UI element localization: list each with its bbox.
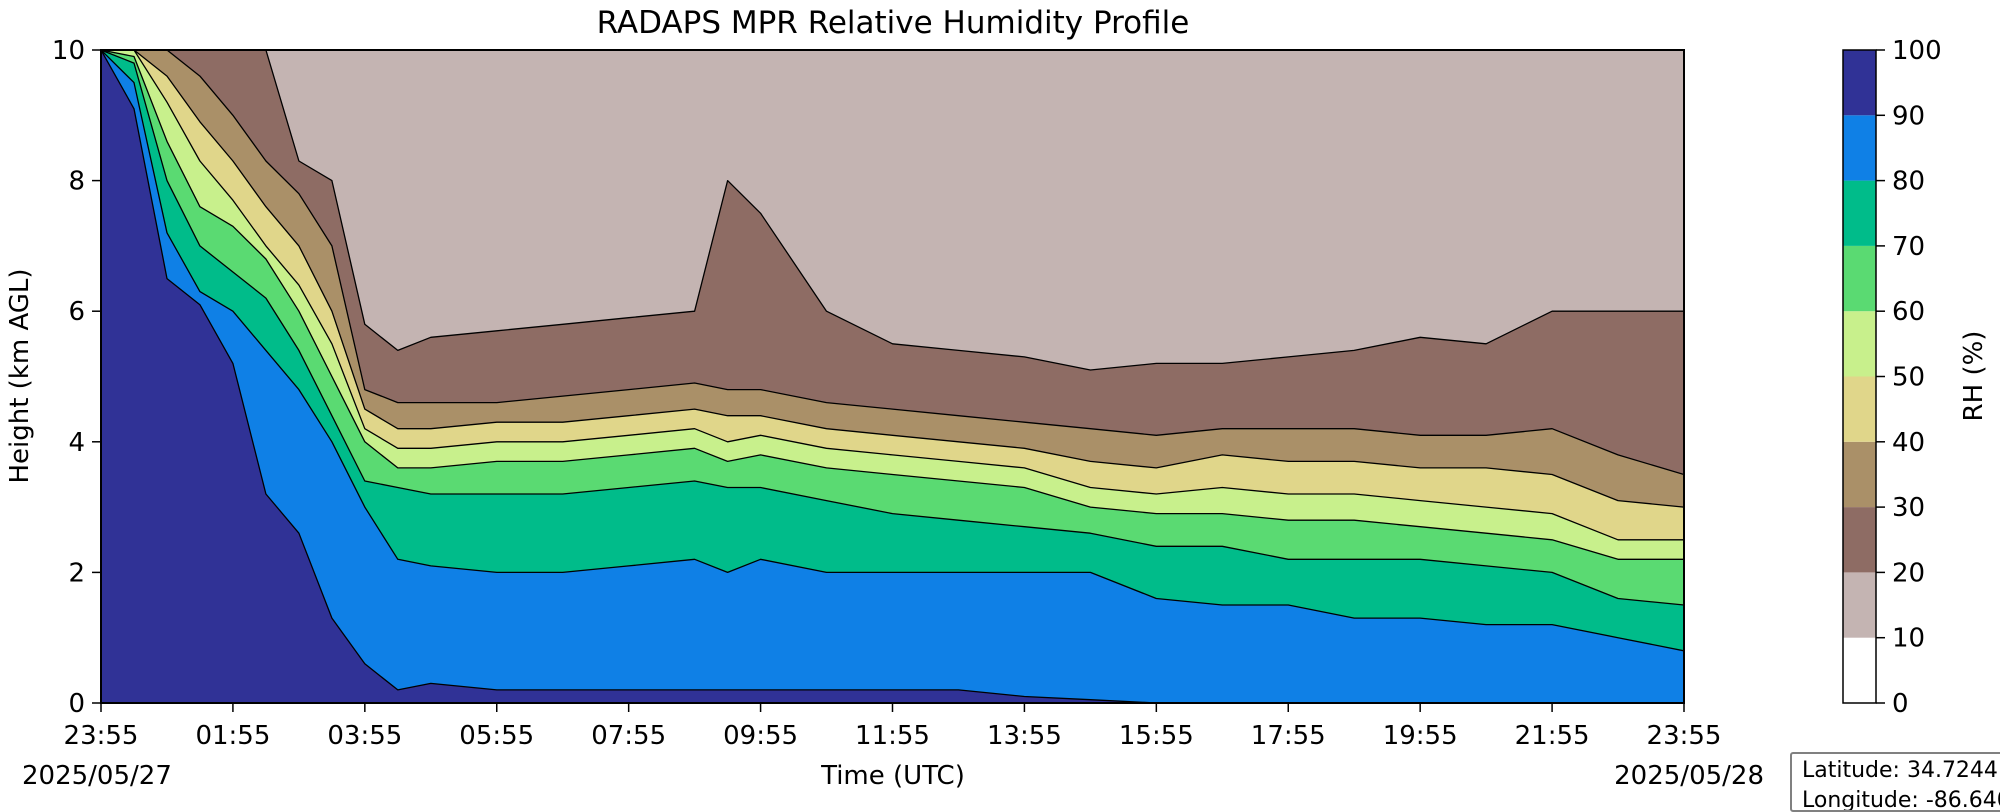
- colorbar-swatch-10-20: [1843, 572, 1876, 638]
- y-tick-label: 0: [68, 689, 85, 719]
- colorbar-tick-label: 80: [1892, 167, 1925, 197]
- y-tick-label: 10: [52, 36, 85, 66]
- colorbar-tick-label: 30: [1892, 493, 1925, 523]
- colorbar-swatch-0-10: [1843, 637, 1876, 703]
- x-tick-label: 11:55: [855, 721, 930, 751]
- colorbar-swatch-90-100: [1843, 50, 1876, 116]
- x-tick-label: 19:55: [1383, 721, 1458, 751]
- y-tick-label: 2: [68, 558, 85, 588]
- colorbar: 0 10 20 30 40 50 60 70 80 90 100: [1842, 36, 1942, 719]
- contour-fills: [101, 50, 1684, 703]
- x-axis-label: Time (UTC): [820, 761, 965, 791]
- colorbar-tick-label: 100: [1892, 36, 1942, 66]
- chart-title: RADAPS MPR Relative Humidity Profile: [597, 5, 1190, 41]
- x-tick-label: 09:55: [723, 721, 798, 751]
- x-tick-label: 03:55: [327, 721, 402, 751]
- colorbar-tick-label: 50: [1892, 363, 1925, 393]
- x-tick-label: 23:55: [1647, 721, 1722, 751]
- location-info-box: Latitude: 34.7244 Longitude: -86.640: [1790, 752, 2000, 812]
- rh-band-10-20: [101, 50, 1684, 371]
- colorbar-tick-label: 0: [1892, 689, 1909, 719]
- end-date-label: 2025/05/28: [1614, 761, 1764, 791]
- y-tick-label: 6: [68, 297, 85, 327]
- colorbar-tick-label: 60: [1892, 297, 1925, 327]
- colorbar-swatch-50-60: [1843, 311, 1876, 377]
- y-tick-label: 8: [68, 167, 85, 197]
- x-tick-label: 15:55: [1119, 721, 1194, 751]
- latitude-text: Latitude: 34.7244: [1802, 758, 1998, 783]
- colorbar-swatch-30-40: [1843, 441, 1876, 508]
- start-date-label: 2025/05/27: [22, 761, 172, 791]
- longitude-text: Longitude: -86.640: [1802, 788, 2000, 812]
- colorbar-swatch-80-90: [1843, 115, 1876, 181]
- colorbar-tick-label: 40: [1892, 428, 1925, 458]
- y-tick-label: 4: [68, 428, 85, 458]
- colorbar-swatch-20-30: [1843, 507, 1876, 573]
- x-tick-label: 21:55: [1515, 721, 1590, 751]
- x-tick-label: 07:55: [591, 721, 666, 751]
- colorbar-swatch-70-80: [1843, 180, 1876, 246]
- x-tick-label: 17:55: [1251, 721, 1326, 751]
- colorbar-tick-label: 70: [1892, 232, 1925, 262]
- x-tick-label: 05:55: [459, 721, 534, 751]
- colorbar-tick-label: 90: [1892, 101, 1925, 131]
- colorbar-swatch-60-70: [1843, 245, 1876, 312]
- colorbar-tick-label: 10: [1892, 624, 1925, 654]
- x-tick-label: 13:55: [987, 721, 1062, 751]
- colorbar-tick-label: 20: [1892, 558, 1925, 588]
- x-tick-label: 01:55: [195, 721, 270, 751]
- x-axis: 23:55 01:55 03:55 05:55 07:55 09:55 11:55 13:55…: [64, 703, 1722, 751]
- y-axis: 0 2 4 6 8 10: [52, 36, 101, 719]
- y-axis-label: Height (km AGL): [5, 268, 35, 483]
- colorbar-swatch-40-50: [1843, 376, 1876, 442]
- plot-area: [100, 49, 1685, 704]
- x-tick-label: 23:55: [64, 721, 139, 751]
- colorbar-label: RH (%): [1959, 331, 1989, 422]
